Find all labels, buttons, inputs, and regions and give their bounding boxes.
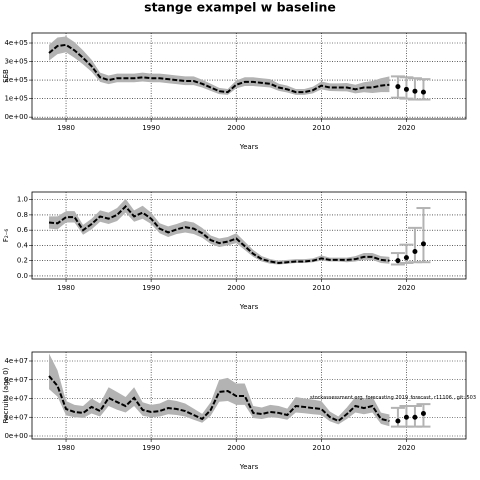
annotation: stockassessment.org, forecasting 2019_fo…: [310, 395, 476, 401]
y-tick-label: 0.6: [17, 226, 29, 234]
x-axis-label: Years: [239, 303, 259, 311]
axes-frame: [31, 191, 467, 280]
y-tick-label: 4e+05: [4, 39, 28, 47]
x-tick-label: 2000: [227, 284, 245, 292]
y-axis-label: F₂₋₆: [2, 229, 10, 243]
x-tick-label: 2020: [398, 124, 416, 132]
forecast-point: [420, 89, 426, 95]
axes-frame: [31, 351, 467, 440]
y-tick-label: 3e+05: [4, 58, 28, 66]
x-tick-label: 2020: [398, 444, 416, 452]
forecast-point: [395, 418, 401, 424]
y-tick-label: 0e+00: [4, 432, 28, 440]
confidence-band: [49, 353, 390, 427]
y-tick-label: 1e+05: [4, 95, 28, 103]
axes-frame: [31, 32, 467, 120]
y-tick-label: 0.4: [17, 241, 29, 249]
x-tick-label: 2010: [312, 124, 330, 132]
x-tick-label: 1980: [57, 444, 75, 452]
y-tick-label: 1e+07: [4, 413, 28, 421]
forecast-point: [412, 249, 418, 255]
x-tick-label: 1990: [142, 444, 160, 452]
x-tick-label: 2000: [227, 124, 245, 132]
forecast-point: [420, 411, 426, 416]
forecast-point: [403, 255, 409, 261]
estimate-line: [48, 375, 390, 423]
estimate-line: [48, 205, 390, 264]
forecast-point: [403, 414, 409, 420]
y-tick-label: 0e+00: [4, 113, 28, 121]
y-axis-label: SSB: [2, 69, 10, 83]
x-tick-label: 2010: [312, 444, 330, 452]
x-tick-label: 1980: [57, 284, 75, 292]
forecast-point: [395, 258, 401, 264]
y-tick-label: 2e+05: [4, 76, 28, 84]
forecast-point: [412, 88, 418, 94]
y-tick-label: 0.8: [17, 211, 28, 219]
y-tick-label: 4e+07: [4, 357, 28, 365]
x-tick-label: 1990: [142, 124, 160, 132]
forecast-point: [420, 241, 426, 247]
x-axis-label: Years: [239, 143, 259, 151]
confidence-band: [49, 36, 390, 95]
y-tick-label: 0.0: [17, 272, 28, 280]
y-tick-label: 3e+07: [4, 376, 28, 384]
forecast-point: [395, 84, 401, 90]
y-tick-label: 1.0: [17, 196, 28, 204]
y-tick-label: 0.2: [17, 257, 28, 265]
y-axis-label: Recruits (age 0): [2, 367, 10, 423]
forecast-point: [403, 86, 409, 92]
x-tick-label: 2010: [312, 284, 330, 292]
y-tick-label: 2e+07: [4, 395, 28, 403]
forecast-point: [412, 414, 418, 420]
x-tick-label: 2000: [227, 444, 245, 452]
confidence-band: [49, 198, 390, 265]
x-tick-label: 1980: [57, 124, 75, 132]
estimate-line: [48, 43, 390, 94]
x-axis-label: Years: [239, 463, 259, 471]
chart-title: stange exampel w baseline: [144, 0, 336, 15]
x-tick-label: 1990: [142, 284, 160, 292]
x-tick-label: 2020: [398, 284, 416, 292]
